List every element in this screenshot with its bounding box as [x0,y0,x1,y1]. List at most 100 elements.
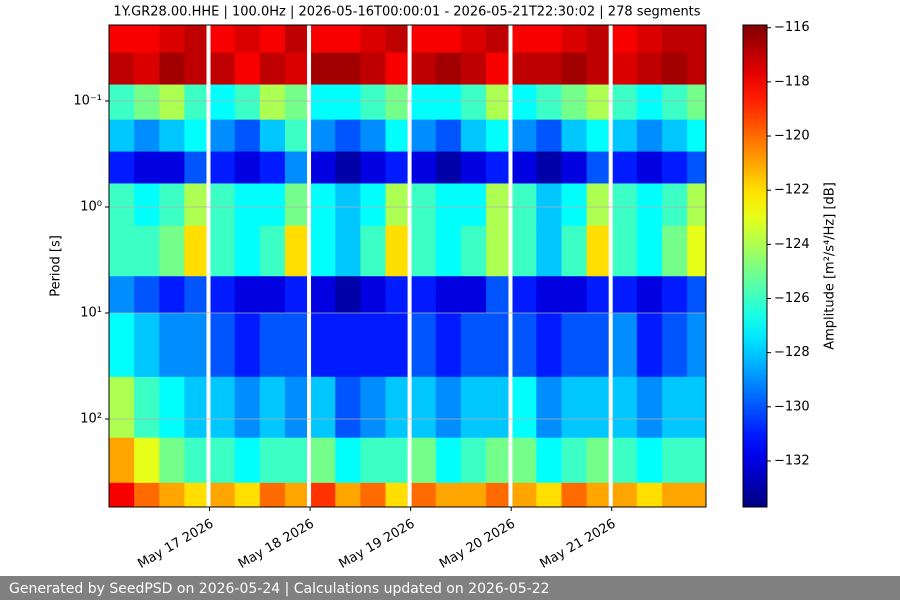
heatmap-cell [134,52,160,86]
data-gap [608,25,613,507]
heatmap-cell [109,437,135,484]
footer-bar [0,576,900,600]
heatmap-cell [636,52,663,86]
heatmap-cell [586,376,613,439]
heatmap-cell [611,183,638,227]
heatmap-cell [410,151,437,184]
heatmap-cell [360,437,387,484]
heatmap-cell [209,313,236,378]
heatmap-cell [410,25,437,54]
heatmap-cell [536,376,562,439]
heatmap-cell [259,437,286,484]
heatmap-cell [209,183,236,227]
heatmap-cell [611,151,638,184]
heatmap-cell [636,437,663,484]
heatmap-cell [662,52,688,86]
heatmap-cell [184,25,211,54]
heatmap-cell [159,376,185,439]
heatmap-cell [134,151,160,184]
heatmap-cell [335,25,361,54]
plot-frame [108,24,707,508]
heatmap-cell [410,183,437,227]
heatmap [109,25,706,507]
heatmap-cell [561,276,588,314]
heatmap-cell [561,183,588,227]
heatmap-cell [486,482,512,507]
heatmap-cell [284,151,311,184]
heatmap-cell [259,84,286,121]
colorbar-tick-label: −118 [774,74,810,89]
x-tick-label: May 20 2026 [437,517,518,572]
heatmap-cell [209,25,236,54]
heatmap-cell [360,183,387,227]
heatmap-cell [159,482,185,507]
heatmap-cell [511,84,537,121]
data-gap [206,25,211,507]
heatmap-cell [611,313,638,378]
heatmap-cell [687,25,706,54]
heatmap-cell [561,151,588,184]
heatmap-cell [486,25,512,54]
heatmap-cell [410,225,437,277]
heatmap-cell [134,376,160,439]
heatmap-cell [234,376,261,439]
colorbar-tick-label: −126 [774,291,810,306]
heatmap-cell [184,52,211,86]
heatmap-cell [511,482,537,507]
heatmap-cell [134,119,160,153]
heatmap-cell [611,437,638,484]
heatmap-cell [109,313,135,378]
heatmap-cell [687,84,706,121]
data-gap [508,25,513,507]
heatmap-cell [335,84,361,121]
heatmap-cell [234,151,261,184]
heatmap-cell [561,376,588,439]
heatmap-cell [586,119,613,153]
heatmap-cell [385,84,412,121]
heatmap-cell [209,151,236,184]
heatmap-cell [636,25,663,54]
heatmap-cell [536,437,562,484]
heatmap-cell [435,313,462,378]
heatmap-cell [385,276,412,314]
heatmap-cell [536,151,562,184]
heatmap-cell [234,225,261,277]
heatmap-cell [561,25,588,54]
heatmap-cell [284,482,311,507]
heatmap-cell [385,225,412,277]
heatmap-cell [159,437,185,484]
heatmap-cell [385,376,412,439]
heatmap-cell [284,52,311,86]
heatmap-cell [636,482,663,507]
heatmap-cell [209,437,236,484]
heatmap-cell [687,437,706,484]
heatmap-cell [460,437,487,484]
heatmap-cell [109,84,135,121]
colorbar [742,24,768,508]
heatmap-cell [109,52,135,86]
heatmap-cell [435,52,462,86]
heatmap-cell [134,482,160,507]
heatmap-cell [486,276,512,314]
heatmap-cell [586,482,613,507]
heatmap-cell [636,376,663,439]
heatmap-cell [159,25,185,54]
heatmap-cell [611,225,638,277]
data-gap [307,25,312,507]
heatmap-cell [435,25,462,54]
heatmap-cell [209,276,236,314]
heatmap-cell [536,52,562,86]
heatmap-cell [184,313,211,378]
heatmap-cell [134,25,160,54]
heatmap-cell [234,437,261,484]
heatmap-cell [234,482,261,507]
heatmap-cell [335,119,361,153]
heatmap-cell [259,119,286,153]
heatmap-cell [460,225,487,277]
heatmap-cell [134,313,160,378]
heatmap-cell [234,25,261,54]
heatmap-cell [435,437,462,484]
heatmap-cell [662,313,688,378]
heatmap-cell [360,84,387,121]
heatmap-cell [335,225,361,277]
